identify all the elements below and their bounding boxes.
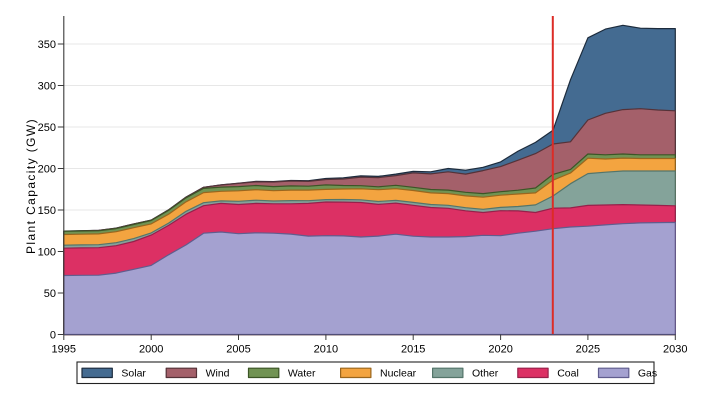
svg-text:Coal: Coal <box>557 368 579 380</box>
svg-text:Gas: Gas <box>638 368 657 380</box>
svg-text:Other: Other <box>472 368 499 380</box>
svg-text:2025: 2025 <box>576 344 600 356</box>
svg-text:Plant Capacity (GW): Plant Capacity (GW) <box>24 118 38 254</box>
svg-text:2030: 2030 <box>663 344 687 356</box>
svg-text:Solar: Solar <box>121 368 146 380</box>
svg-text:200: 200 <box>38 163 56 175</box>
svg-text:350: 350 <box>38 39 56 51</box>
svg-text:100: 100 <box>38 246 56 258</box>
svg-text:50: 50 <box>44 288 56 300</box>
svg-text:Water: Water <box>288 368 316 380</box>
svg-text:150: 150 <box>38 205 56 217</box>
svg-text:2000: 2000 <box>139 344 163 356</box>
svg-text:1995: 1995 <box>52 344 76 356</box>
svg-text:300: 300 <box>38 80 56 92</box>
svg-text:Wind: Wind <box>206 368 230 380</box>
svg-text:2005: 2005 <box>226 344 250 356</box>
svg-text:2020: 2020 <box>488 344 512 356</box>
svg-text:2010: 2010 <box>314 344 338 356</box>
svg-text:0: 0 <box>50 329 56 341</box>
svg-text:2015: 2015 <box>401 344 425 356</box>
svg-text:Nuclear: Nuclear <box>380 368 417 380</box>
svg-text:250: 250 <box>38 122 56 134</box>
